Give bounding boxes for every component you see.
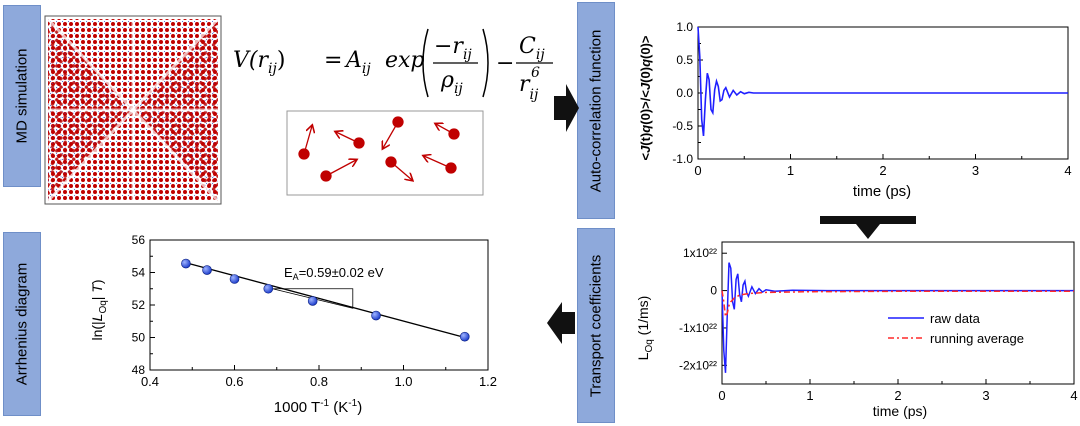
- plot-frame: [149, 239, 489, 371]
- x-tick-label: 1.2: [479, 374, 497, 389]
- acf-y-label: <J(t)q(0)>/<J(0)q(0)>: [638, 35, 653, 160]
- eq-rho: ρ: [440, 68, 454, 93]
- eq-sub-5: ij: [536, 47, 545, 63]
- data-point: [181, 258, 191, 269]
- y-tick-label: 52: [132, 298, 146, 312]
- x-tick-label: 4: [1064, 163, 1071, 178]
- eq-a: A: [344, 48, 362, 73]
- eq-c: C: [519, 34, 536, 59]
- y-tick-label: 0.5: [676, 53, 693, 67]
- arrow-left-icon: [547, 302, 575, 344]
- arr-x-label: 1000 T-1 (K-1): [274, 398, 362, 416]
- x-tick-label: 2: [894, 388, 901, 403]
- data-point: [229, 274, 240, 284]
- svg-text:Aij: Aij: [344, 48, 371, 77]
- eq-sub-2: ij: [362, 61, 371, 77]
- particle-motion-box: [286, 110, 484, 196]
- tab-md-simulation: MD simulation: [3, 5, 41, 187]
- eq-sub-4: ij: [454, 81, 463, 97]
- eq-sub-1: ij: [268, 61, 277, 77]
- x-tick-label: 2: [879, 163, 886, 178]
- eq-sub-3: ij: [463, 47, 472, 63]
- tr-y-label: LOq (1/ms): [635, 296, 655, 361]
- arrhenius-chart: ln(|LOq| T) 1000 T-1 (K-1) EA=0.59±0.02 …: [89, 233, 497, 416]
- acf-series-line: [697, 26, 1068, 136]
- svg-text:−rij: −rij: [434, 34, 472, 63]
- potential-equation: V(rij) = Aij exp −rij ρij − Cij rij 6: [233, 28, 553, 103]
- y-tick-label: 48: [132, 363, 146, 377]
- y-tick-label: 1.0: [676, 20, 693, 34]
- tr-legend: raw data running average: [888, 311, 1024, 346]
- tab-arrhenius-diagram: Arrhenius diagram: [3, 232, 41, 416]
- transport-chart: LOq (1/ms) time (ps) raw data running av…: [635, 241, 1078, 419]
- eq-pow: 6: [531, 65, 540, 81]
- data-point: [371, 310, 381, 321]
- activation-energy-annotation: EA=0.59±0.02 eV: [284, 265, 384, 282]
- y-tick-label: 56: [132, 233, 146, 247]
- x-tick-label: 0.4: [141, 374, 159, 389]
- tab-autocorrelation-label: Auto-correlation function: [587, 29, 605, 192]
- plot-frame: [721, 241, 1075, 385]
- tab-arrhenius-label: Arrhenius diagram: [13, 262, 31, 386]
- data-point: [202, 265, 212, 275]
- legend-running-average: running average: [930, 331, 1024, 346]
- eq-equals: =: [324, 48, 342, 73]
- y-tick-label: -1.0: [672, 152, 693, 166]
- raw-data-line: [721, 262, 1074, 373]
- x-tick-label: 0: [718, 388, 725, 403]
- x-tick-label: 0.8: [310, 374, 328, 389]
- y-tick-label: 50: [132, 331, 146, 345]
- tab-md-simulation-label: MD simulation: [13, 48, 31, 144]
- y-tick-label: 54: [132, 266, 146, 280]
- svg-text:V(rij): V(rij): [233, 48, 285, 77]
- data-point: [459, 331, 470, 342]
- running-average-line: [721, 290, 1074, 320]
- x-tick-label: 1: [787, 163, 794, 178]
- x-tick-label: 1: [806, 388, 813, 403]
- x-tick-label: 0.6: [225, 374, 243, 389]
- svg-text:ln(|LOq| T): ln(|LOq| T): [89, 279, 109, 340]
- svg-text:EA=0.59±0.02 eV: EA=0.59±0.02 eV: [284, 265, 384, 282]
- autocorrelation-chart: <J(t)q(0)>/<J(0)q(0)> time (ps) 0 1 2 3 4 1.0…: [638, 20, 1072, 200]
- y-tick-label: 0.0: [676, 86, 693, 100]
- y-tick-label: -0.5: [672, 119, 693, 133]
- eq-minus: −: [496, 51, 514, 76]
- x-tick-label: 3: [982, 388, 989, 403]
- eq-r: r: [519, 72, 531, 97]
- svg-text:ρij: ρij: [440, 68, 463, 97]
- x-tick-label: 4: [1070, 388, 1077, 403]
- md-simulation-box: [44, 15, 222, 205]
- eq-minus-r: −r: [434, 34, 464, 59]
- tab-transport-label: Transport coefficients: [587, 254, 605, 397]
- arrow-down-icon: [820, 216, 916, 239]
- tr-x-label: time (ps): [873, 403, 927, 419]
- acf-x-label: time (ps): [853, 183, 911, 200]
- svg-text:LOq (1/ms): LOq (1/ms): [635, 296, 655, 361]
- y-tick-label: -1x10²²: [679, 321, 717, 335]
- x-tick-label: 0: [694, 163, 701, 178]
- svg-text:<J(t)q(0)>/<J(0)q(0)>: <J(t)q(0)>/<J(0)q(0)>: [638, 35, 653, 160]
- x-tick-label: 3: [972, 163, 979, 178]
- data-point: [307, 296, 318, 306]
- arr-y-label: ln(|LOq| T): [89, 279, 109, 340]
- svg-text:1000 T-1 (K-1): 1000 T-1 (K-1): [274, 398, 362, 416]
- y-tick-label: 0: [710, 284, 717, 298]
- tab-transport-coefficients: Transport coefficients: [577, 228, 615, 423]
- svg-text:Cij: Cij: [519, 34, 545, 63]
- eq-exp: exp: [385, 48, 425, 73]
- legend-raw-data: raw data: [930, 311, 981, 326]
- eq-v: V(r: [233, 48, 269, 73]
- svg-text:rij: rij: [519, 72, 539, 103]
- y-tick-label: 1x10²²: [683, 246, 717, 260]
- eq-sub-6: ij: [530, 87, 539, 103]
- x-tick-label: 1.0: [394, 374, 412, 389]
- arrow-right-icon: [554, 84, 579, 132]
- tab-autocorrelation: Auto-correlation function: [577, 2, 615, 219]
- y-tick-label: -2x10²²: [679, 358, 717, 372]
- data-point: [263, 283, 274, 294]
